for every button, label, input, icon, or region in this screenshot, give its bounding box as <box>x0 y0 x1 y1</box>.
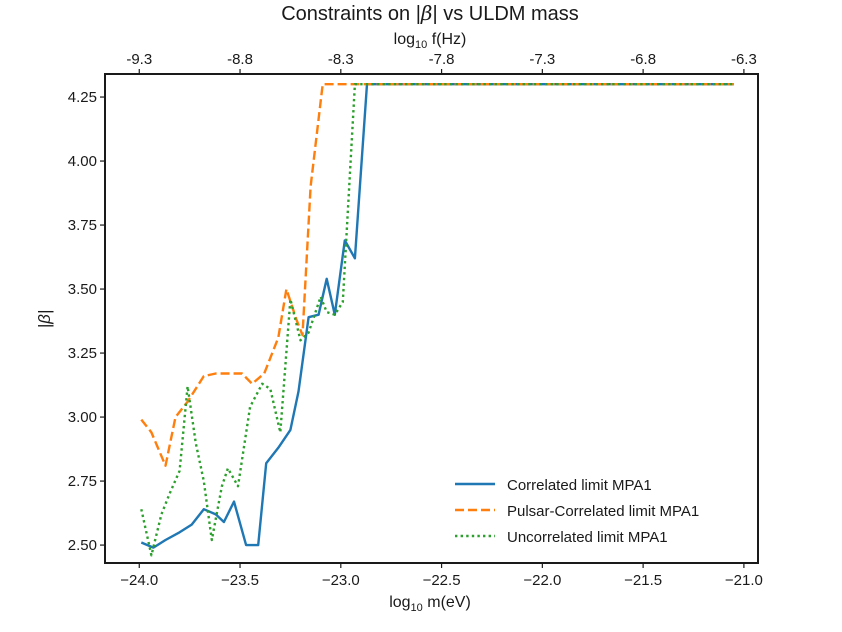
y-tick-label: 3.75 <box>68 217 97 234</box>
legend-label-uncorrelated: Uncorrelated limit MPA1 <box>507 529 668 546</box>
series-line-uncorrelated-limit-mpa1 <box>140 82 734 557</box>
x2-axis-ticks: -9.3 -8.8 -8.3 -7.8 -7.3 -6.8 -6.3 <box>126 51 757 74</box>
legend: Correlated limit MPA1 Pulsar-Correlated … <box>455 477 699 546</box>
x-axis-ticks: −24.0 −23.5 −23.0 −22.5 −22.0 −21.5 −21.0 <box>120 563 763 589</box>
x2-axis-label-suffix: f(Hz) <box>427 31 466 48</box>
x-tick-label: −21.5 <box>624 572 662 589</box>
x-tick-label: −22.5 <box>423 572 461 589</box>
legend-label-pulsar-correlated: Pulsar-Correlated limit MPA1 <box>507 503 699 520</box>
x2-tick-label: -7.3 <box>529 51 555 68</box>
chart-title-symbol: β <box>420 1 433 25</box>
x-axis-label-sub: 10 <box>411 602 423 614</box>
x-tick-label: −24.0 <box>120 572 158 589</box>
plot-area <box>104 73 759 564</box>
y-tick-label: 4.25 <box>68 89 97 106</box>
x-tick-label: −21.0 <box>725 572 763 589</box>
legend-label-correlated: Correlated limit MPA1 <box>507 477 652 494</box>
x-tick-label: −23.5 <box>221 572 259 589</box>
y-tick-label: 2.75 <box>68 473 97 490</box>
y-tick-label: 2.50 <box>68 537 97 554</box>
y-axis-label: |β| <box>35 310 54 329</box>
x-axis-label-prefix: log <box>389 594 410 611</box>
x-tick-label: −23.0 <box>322 572 360 589</box>
x2-tick-label: -9.3 <box>126 51 152 68</box>
series-line-pulsar-correlated-limit-mpa1 <box>140 82 734 467</box>
x-tick-label: −22.0 <box>523 572 561 589</box>
chart-title: Constraints on |β| vs ULDM mass <box>281 1 579 25</box>
x2-tick-label: -6.8 <box>630 51 656 68</box>
x2-axis-label-prefix: log <box>394 31 415 48</box>
series-group <box>140 82 734 557</box>
y-tick-label: 3.25 <box>68 345 97 362</box>
x-axis-label-suffix: m(eV) <box>423 594 471 611</box>
chart-title-prefix: Constraints on | <box>281 3 421 25</box>
x2-tick-label: -7.8 <box>429 51 455 68</box>
chart-title-suffix: | vs ULDM mass <box>432 3 578 25</box>
y-tick-label: 3.00 <box>68 409 97 426</box>
x2-tick-label: -8.3 <box>328 51 354 68</box>
x2-axis-label: log10 f(Hz) <box>394 31 467 51</box>
x2-tick-label: -6.3 <box>731 51 757 68</box>
x2-tick-label: -8.8 <box>227 51 253 68</box>
x2-axis-label-sub: 10 <box>415 39 427 51</box>
y-tick-label: 3.50 <box>68 281 97 298</box>
y-tick-label: 4.00 <box>68 153 97 170</box>
y-axis-ticks: 2.50 2.75 3.00 3.25 3.50 3.75 4.00 4.25 <box>68 89 105 554</box>
x-axis-label: log10 m(eV) <box>389 594 471 614</box>
